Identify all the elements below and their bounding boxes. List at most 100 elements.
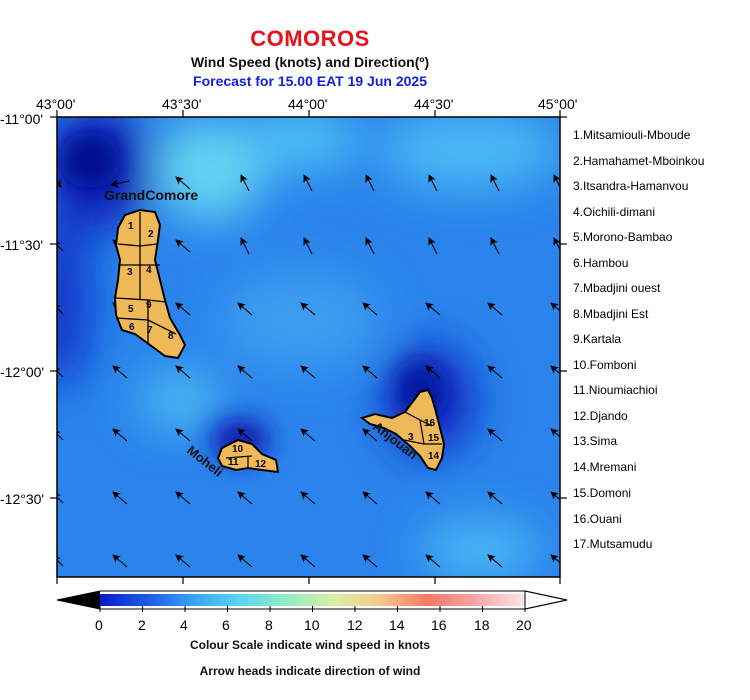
wind-arrow — [300, 365, 316, 379]
region-item: 9.Kartala — [573, 332, 622, 346]
lon-label: 43°00' — [36, 96, 76, 112]
wind-arrow — [362, 365, 378, 379]
wind-arrow — [550, 302, 560, 312]
wind-arrow — [112, 491, 128, 505]
wind-arrow — [362, 302, 378, 316]
island-grand-comore: GrandComore 1 2 3 4 5 9 6 7 8 — [104, 187, 198, 360]
district-numbers: 1 2 3 4 5 9 6 7 8 — [127, 221, 174, 342]
wind-arrow — [112, 428, 128, 442]
colorbar-tick: 4 — [180, 617, 188, 633]
wind-arrow — [110, 179, 130, 188]
wind-arrow — [240, 174, 250, 192]
wind-arrow — [237, 554, 253, 568]
lat-label: -12°00' — [0, 364, 45, 380]
svg-text:14: 14 — [428, 451, 440, 462]
wind-arrow — [303, 174, 313, 192]
map-subtitle: Wind Speed (knots) and Direction(º) — [190, 54, 430, 70]
colorbar-tick: 16 — [431, 617, 447, 633]
region-item: 5.Morono-Bambao — [573, 230, 673, 244]
wind-arrow — [553, 174, 560, 189]
region-item: 14.Mremani — [573, 460, 637, 474]
lon-label: 43°30' — [162, 96, 202, 112]
wind-arrow — [550, 491, 560, 501]
svg-text:5: 5 — [128, 304, 134, 315]
axis-ticks — [50, 110, 567, 584]
lat-label: -12°30' — [0, 491, 45, 507]
svg-text:1: 1 — [128, 221, 134, 232]
lon-label: 45°00' — [538, 96, 578, 112]
region-item: 8.Mbadjini Est — [573, 307, 649, 321]
wind-arrow — [175, 365, 191, 379]
wind-arrow — [240, 237, 250, 255]
region-item: 16.Ouani — [573, 512, 622, 526]
wind-arrow — [550, 428, 560, 438]
wind-arrow — [553, 237, 560, 252]
wind-arrow — [487, 491, 503, 505]
wind-arrow — [57, 303, 64, 315]
region-item: 13.Sima — [573, 434, 618, 448]
wind-arrow — [487, 302, 503, 316]
wind-arrow — [362, 554, 378, 568]
svg-text:4: 4 — [146, 265, 152, 276]
arrow-caption: Arrow heads indicate direction of wind — [199, 664, 421, 678]
wind-speed-field — [57, 117, 560, 577]
wind-arrow — [175, 491, 191, 505]
svg-text:3: 3 — [408, 432, 414, 443]
svg-text:7: 7 — [147, 325, 153, 336]
colorbar-tick: 12 — [347, 617, 363, 633]
wind-arrow — [365, 237, 375, 255]
region-item: 7.Mbadjini ouest — [573, 281, 661, 295]
svg-text:12: 12 — [255, 459, 267, 470]
wind-arrow — [550, 554, 560, 564]
lat-label: -11°30' — [0, 237, 44, 253]
svg-text:15: 15 — [428, 433, 440, 444]
wind-arrow — [57, 555, 64, 567]
wind-arrow — [237, 428, 253, 442]
wind-arrow — [362, 491, 378, 505]
svg-text:16: 16 — [424, 418, 436, 429]
wind-arrow — [300, 491, 316, 505]
wind-arrow — [175, 302, 191, 316]
svg-text:9: 9 — [146, 300, 152, 311]
wind-arrow — [487, 554, 503, 568]
region-item: 1.Mitsamiouli-Mboude — [573, 128, 691, 142]
wind-arrow — [175, 239, 191, 253]
region-item: 3.Itsandra-Hamanvou — [573, 179, 689, 193]
wind-arrow — [175, 554, 191, 568]
colorbar-tick: 0 — [95, 617, 103, 633]
wind-arrow — [112, 554, 128, 568]
svg-text:2: 2 — [148, 229, 154, 240]
colorbar-tick: 10 — [304, 617, 320, 633]
wind-arrow — [237, 302, 253, 316]
wind-arrow — [57, 179, 62, 188]
svg-text:8: 8 — [168, 331, 174, 342]
region-item: 15.Domoni — [573, 486, 632, 500]
wind-arrow — [175, 176, 191, 190]
region-item: 17.Mutsamudu — [573, 537, 653, 551]
lon-label: 44°00' — [288, 96, 328, 112]
wind-arrow — [57, 366, 64, 378]
colorbar-tick: 2 — [138, 617, 146, 633]
colorbar-caption: Colour Scale indicate wind speed in knot… — [189, 638, 431, 652]
wind-arrow — [300, 428, 316, 442]
lat-label: -11°00' — [0, 111, 44, 127]
svg-text:6: 6 — [129, 322, 135, 333]
colorbar — [56, 590, 568, 612]
colorbar-tick: 20 — [516, 617, 532, 633]
wind-arrow — [300, 554, 316, 568]
wind-arrow — [303, 237, 313, 255]
region-item: 6.Hambou — [573, 256, 629, 270]
wind-arrow — [112, 365, 128, 379]
wind-arrow — [57, 429, 64, 441]
colorbar-tick: 14 — [389, 617, 405, 633]
wind-arrow — [237, 491, 253, 505]
wind-arrow — [550, 365, 560, 375]
wind-arrow — [362, 428, 378, 442]
wind-arrow — [490, 237, 500, 255]
wind-arrow — [57, 240, 64, 252]
wind-arrow — [57, 492, 64, 504]
region-item: 12.Djando — [573, 409, 628, 423]
island-label-grand-comore: GrandComore — [104, 187, 198, 203]
wind-arrow — [490, 174, 500, 192]
wind-arrow — [300, 302, 316, 316]
